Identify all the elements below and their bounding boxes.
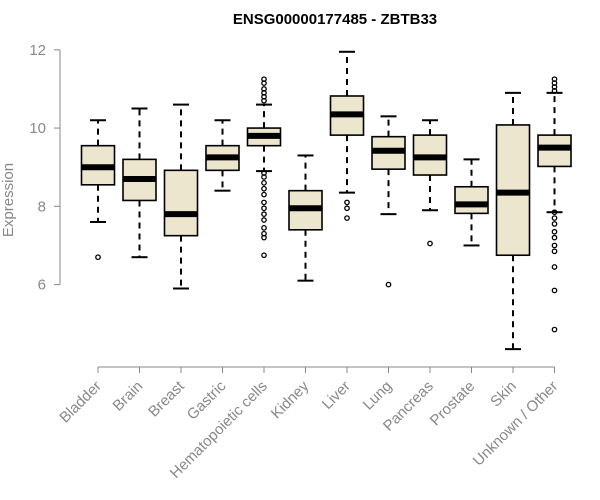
x-tick-label: Skin xyxy=(487,378,520,411)
box-group-prostate xyxy=(454,158,489,247)
box xyxy=(454,185,489,215)
outlier-point xyxy=(551,221,558,227)
box-group-hematopoietic-cells xyxy=(246,76,282,259)
outlier-point xyxy=(261,185,267,192)
y-tick-label: 8 xyxy=(38,198,46,215)
x-tick-label: Breast xyxy=(145,377,188,420)
box-group-breast xyxy=(163,103,199,290)
outlier-point xyxy=(95,254,101,261)
y-axis: 6 8 10 12 xyxy=(29,42,61,294)
box-group-bladder xyxy=(80,119,116,261)
outlier-point xyxy=(344,215,350,221)
outlier-point xyxy=(261,97,267,104)
box-group-liver xyxy=(329,50,365,221)
y-tick-label: 12 xyxy=(29,42,46,59)
outlier-point xyxy=(261,205,267,212)
x-tick-label: Bladder xyxy=(56,378,105,427)
box-group-unknown-other xyxy=(537,76,572,333)
x-tick-label: Prostate xyxy=(427,378,479,430)
outlier-point xyxy=(261,180,267,186)
outlier-point xyxy=(344,199,350,206)
outlier-point xyxy=(385,281,392,288)
box xyxy=(163,169,199,237)
y-axis-label: Expression xyxy=(0,163,17,237)
box-group-skin xyxy=(495,91,531,351)
outlier-point xyxy=(261,174,267,180)
x-tick-label: Lung xyxy=(360,378,396,414)
outlier-point xyxy=(551,228,558,235)
outlier-point xyxy=(551,242,558,249)
outlier-point xyxy=(551,209,558,216)
outlier-point xyxy=(261,252,267,259)
box-group-lung xyxy=(371,115,406,288)
x-tick-label: Kidney xyxy=(268,377,313,422)
box-group-pancreas xyxy=(412,119,448,247)
box-group-gastric xyxy=(205,119,240,192)
outlier-point xyxy=(551,248,558,255)
outlier-point xyxy=(344,205,350,212)
outlier-point xyxy=(551,234,558,241)
outlier-point xyxy=(551,326,558,333)
y-tick-label: 10 xyxy=(29,120,46,137)
box-group-kidney xyxy=(288,154,323,282)
boxes xyxy=(80,50,572,351)
outlier-point xyxy=(427,240,433,247)
box-group-brain xyxy=(122,107,157,259)
outlier-point xyxy=(261,199,267,206)
box xyxy=(537,134,572,168)
outlier-point xyxy=(261,80,267,86)
outlier-point xyxy=(261,224,267,231)
chart-title: ENSG00000177485 - ZBTB33 xyxy=(233,11,437,28)
outlier-point xyxy=(261,217,267,223)
x-tick-label: Brain xyxy=(110,378,147,415)
outlier-point xyxy=(551,88,558,94)
outlier-point xyxy=(551,287,558,294)
outlier-point xyxy=(261,191,267,198)
outlier-point xyxy=(261,234,267,241)
y-tick-label: 6 xyxy=(38,277,46,294)
outlier-point xyxy=(551,264,558,270)
outlier-point xyxy=(551,215,558,221)
x-tick-label: Liver xyxy=(319,378,354,413)
outlier-point xyxy=(261,211,267,217)
